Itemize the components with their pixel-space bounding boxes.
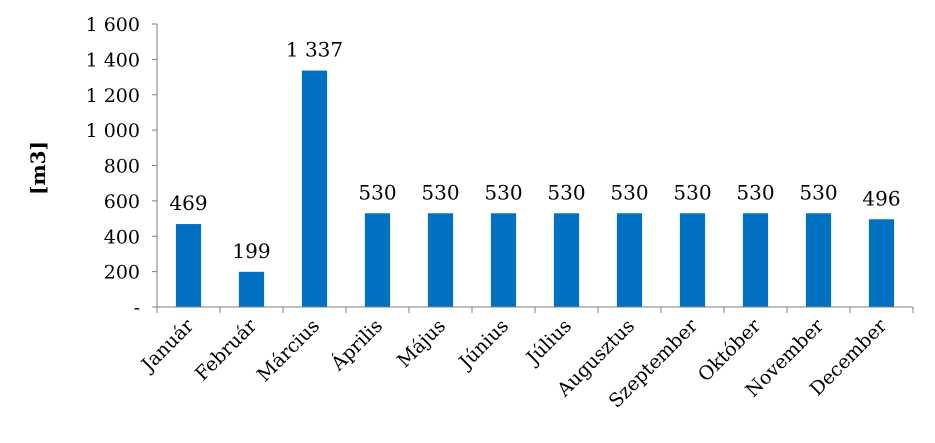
category-label: Április [326, 314, 387, 375]
data-label: 530 [421, 180, 459, 204]
y-axis-ticks: - 200 400 600 800 1 000 1 200 1 400 1 600 [86, 14, 157, 319]
data-label: 469 [169, 191, 207, 215]
data-label: 530 [484, 180, 522, 204]
data-label: 530 [736, 180, 774, 204]
bars [175, 70, 895, 307]
bar [616, 213, 643, 307]
bar [742, 213, 769, 307]
bar [553, 213, 580, 307]
category-label: Február [191, 314, 262, 385]
category-label: Január [136, 314, 199, 377]
bar [805, 213, 832, 307]
bar [427, 213, 454, 307]
y-tick-label: 1 400 [86, 49, 140, 71]
category-label: Május [393, 315, 450, 372]
bar [364, 213, 391, 307]
data-label: 1 337 [286, 38, 343, 62]
bar [175, 224, 202, 307]
y-tick-label: 1 000 [86, 120, 140, 142]
bar [679, 213, 706, 307]
data-labels: 469 199 1 337 530 530 530 530 530 530 530 530 496 [169, 38, 900, 263]
data-label: 530 [610, 180, 648, 204]
data-label: 530 [547, 180, 585, 204]
y-tick-label: 1 200 [86, 85, 140, 107]
y-tick-label: 1 600 [86, 14, 140, 36]
y-tick-label: 600 [104, 191, 140, 213]
bar [238, 271, 265, 307]
y-tick-label: 200 [104, 262, 140, 284]
y-tick-label: 800 [104, 156, 140, 178]
y-tick-label: 400 [104, 226, 140, 248]
bar [868, 219, 895, 307]
data-label: 199 [232, 239, 270, 263]
category-label: Március [253, 315, 324, 386]
x-axis [156, 24, 914, 313]
bar [301, 70, 328, 307]
data-label: 530 [673, 180, 711, 204]
bar [490, 213, 517, 307]
category-label: Június [454, 315, 514, 375]
data-label: 496 [862, 186, 900, 210]
y-axis-title: [m3] [26, 141, 50, 195]
category-label: Július [521, 315, 576, 370]
data-label: 530 [358, 180, 396, 204]
data-label: 530 [799, 180, 837, 204]
y-tick-label: - [134, 297, 140, 319]
